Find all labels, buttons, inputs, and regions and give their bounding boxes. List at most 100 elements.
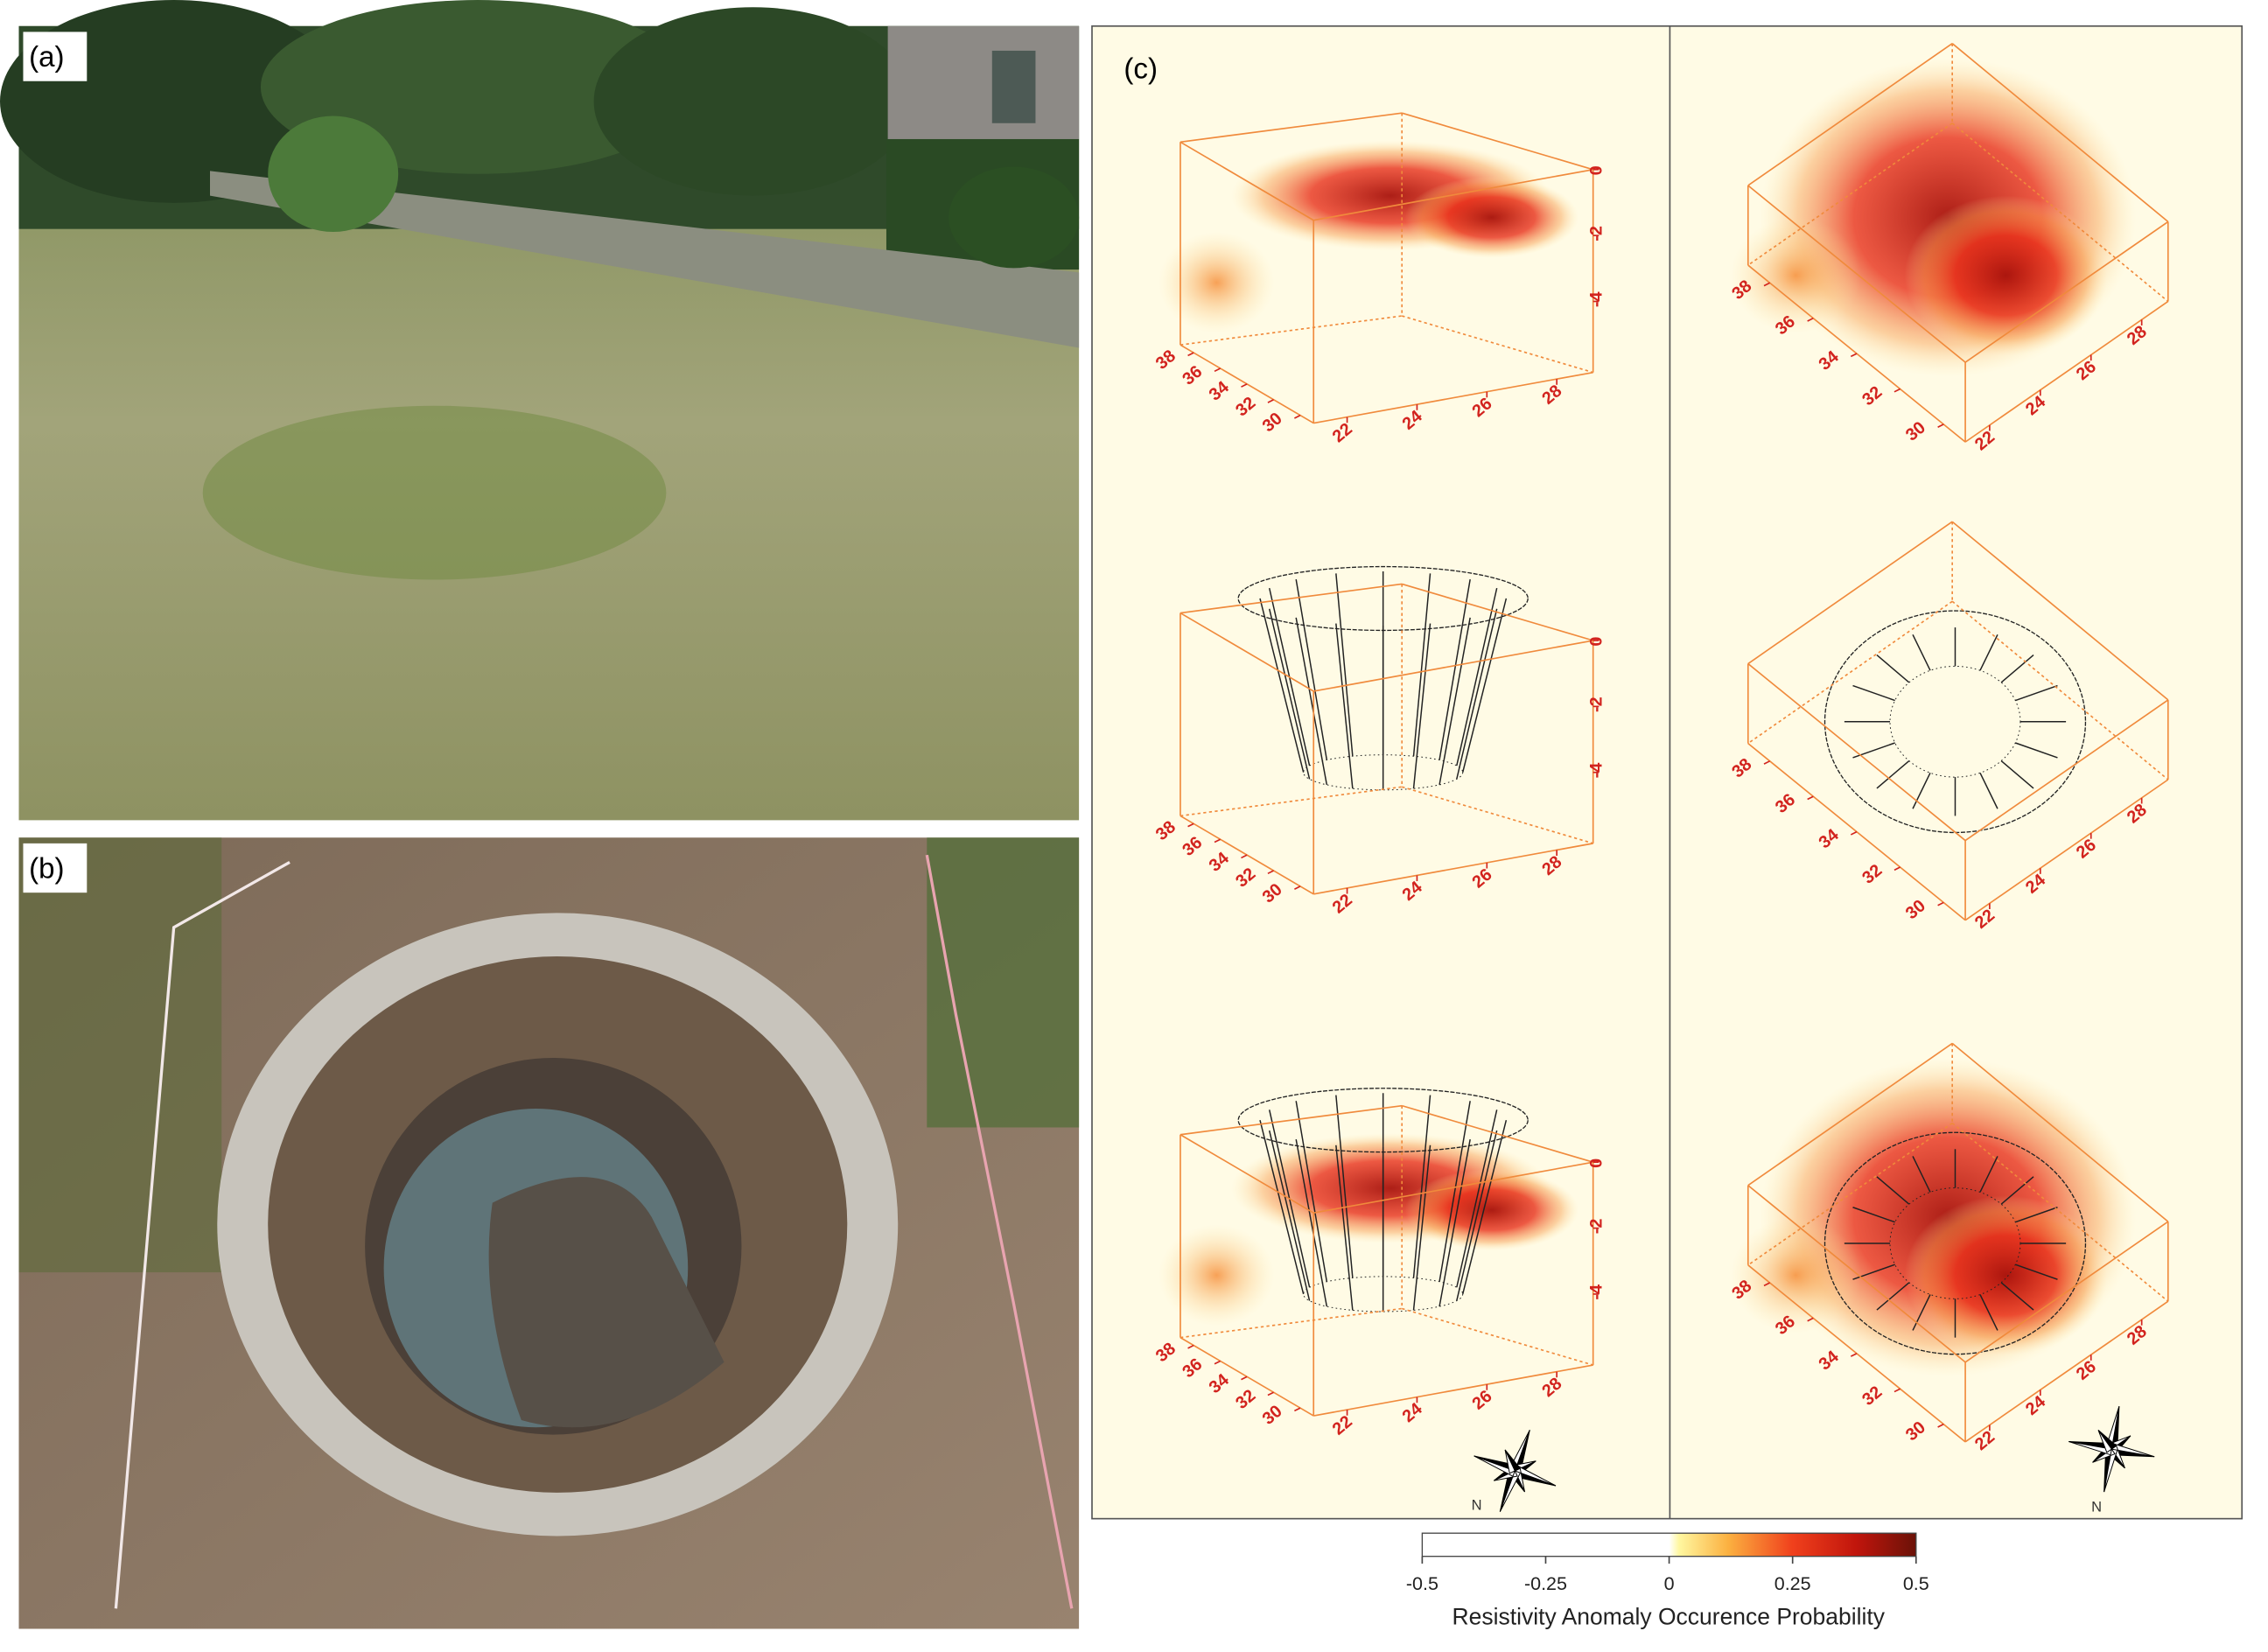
tick-mark [1807,1317,1814,1322]
box-edge [1180,1104,1403,1136]
box-edge [1747,1122,1953,1266]
well-stave [1979,634,1998,671]
photo-a [0,0,1080,821]
box-edge [1747,264,1966,443]
box-edge [1964,1221,2169,1363]
box-edge [1747,1042,1953,1186]
box-edge [1964,779,2169,921]
box-edge [1401,1104,1593,1164]
tick-mark [1214,368,1222,373]
photo-b [18,837,1080,1629]
compass [2068,1406,2155,1493]
box-edge [1180,112,1403,144]
tick-mark [1187,1344,1194,1349]
colorbar-tick-label: -0.25 [1524,1573,1567,1594]
box-edge [1180,141,1314,221]
box-edge [1401,1307,1593,1366]
anomaly [1730,217,1861,333]
tick-mark [1894,866,1900,872]
well-stave [1852,1207,1895,1223]
well-stave [1979,1156,1998,1193]
box-edge [1180,1134,1314,1214]
tick-mark [1937,424,1944,428]
plots: 22 24 26 2830323436380-2-422242628303234363… [1152,43,2169,1515]
well-stave [1438,578,1471,760]
box-edge [1951,1042,2169,1222]
well-stave [2015,742,2058,759]
box-edge [1401,786,1593,844]
well-stave [1979,772,1998,809]
box-edge [1964,220,2169,363]
box-edge [1951,43,2169,223]
tick-mark [1294,1407,1301,1412]
compass-point [2104,1448,2118,1493]
tick-mark [1763,760,1770,765]
panel-label: (a) [29,41,64,74]
well-stave [1876,760,1910,789]
well-stave [1259,598,1305,773]
colorbar-tick-label: 0.25 [1774,1573,1811,1594]
box-edge [1313,1364,1593,1417]
well-stave [1456,608,1498,780]
well-stave [1876,1176,1910,1205]
tick-mark [1807,795,1814,801]
compass [1474,1430,1557,1512]
box-edge [1951,521,2169,701]
well-stave [2015,1207,2058,1223]
compass-point [2097,1430,2112,1453]
colorbar-label: Resistivity Anomaly Occurence Probabilit… [1452,1604,1886,1630]
tick-mark [1267,1391,1274,1396]
label-box [23,32,88,81]
box-edge [1401,583,1593,641]
well-stave [1412,1144,1432,1311]
tick-mark [1187,352,1194,357]
well-stave [1295,578,1328,760]
depth-tick-label: -4 [1587,763,1606,779]
colorbar-tick-label: -0.5 [1406,1573,1438,1594]
anomaly [1404,177,1579,258]
tick-mark [1241,383,1248,388]
well-stave [2000,760,2034,789]
panel-label: (b) [29,853,64,886]
box-edge [1313,640,1593,692]
box-edge [1180,315,1403,346]
tick-mark [1187,822,1194,828]
anomaly [1730,1217,1861,1334]
depth-tick-label: -2 [1587,226,1606,242]
box-edge [1964,1300,2169,1443]
tick-mark [1937,1423,1944,1428]
well-stave [1852,684,1895,702]
box-edge [1747,600,1953,745]
compass-label: N [1472,1497,1482,1514]
compass-point [1499,1470,1522,1512]
box-edge [1313,168,1593,221]
well-stave [1412,1095,1432,1278]
anomaly [1158,1224,1275,1326]
well-stave [1462,598,1508,773]
well-stave [1335,623,1354,789]
well-stave [1335,1144,1354,1311]
well-stave [1295,1101,1328,1282]
well-stave [1462,1120,1508,1295]
box-edge [1747,185,1966,363]
colorbar-tick-label: 0.5 [1903,1573,1929,1594]
tick-mark [1850,830,1858,836]
anomaly [1158,231,1275,333]
well-stave [1979,1294,1998,1331]
panel-label: (c) [1124,52,1158,85]
well-stave [1412,623,1432,789]
tick-mark [1807,317,1814,322]
depth-tick-label: -4 [1587,1284,1606,1300]
well-stave [1268,1130,1311,1301]
well-stave [1295,1138,1328,1307]
depth-tick-label: 0 [1587,1158,1606,1168]
depth-tick-label: 0 [1587,165,1606,175]
box-edge [1951,600,2169,780]
compass-label: N [2091,1498,2102,1515]
box-edge [1180,612,1314,692]
well-stave [1259,1120,1305,1295]
well-stave [1335,1095,1354,1278]
box-edge [1401,315,1593,374]
box-edge [1747,1185,1966,1363]
